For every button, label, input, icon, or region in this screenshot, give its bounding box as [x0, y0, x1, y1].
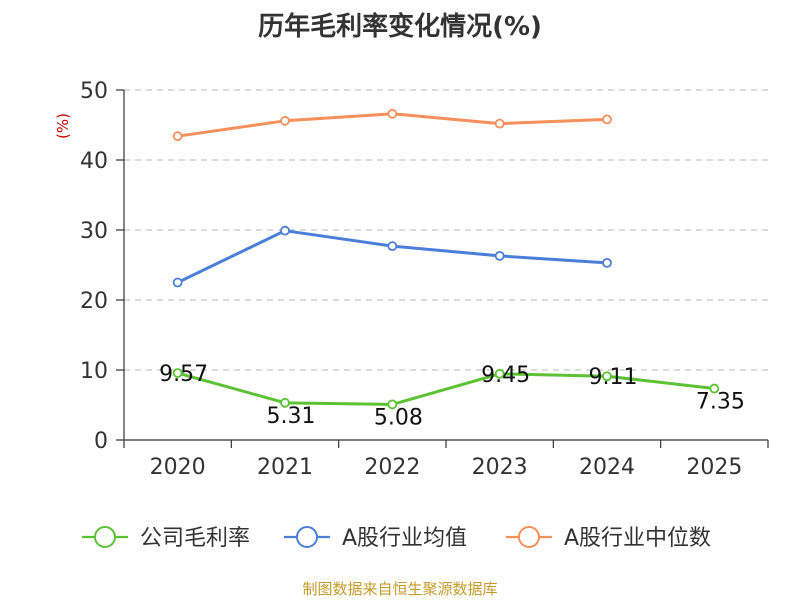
- data-point: [387, 108, 398, 119]
- data-label: 7.35: [696, 390, 745, 415]
- series-line: [177, 229, 608, 284]
- data-label: 5.08: [374, 405, 423, 430]
- data-point: [494, 250, 505, 261]
- grid-lines: [124, 89, 768, 371]
- y-tick-label: 30: [80, 219, 108, 244]
- y-axis-label: (%): [54, 113, 72, 139]
- legend[interactable]: 公司毛利率 A股行业均值 A股行业中位数: [82, 526, 711, 551]
- legend-label: 公司毛利率: [140, 526, 250, 551]
- y-tick-label: 10: [80, 359, 108, 384]
- legend-item[interactable]: 公司毛利率: [82, 526, 250, 551]
- series-lines: [172, 108, 720, 410]
- x-tick-label: 2022: [364, 455, 420, 480]
- data-label: 9.57: [159, 362, 208, 387]
- y-tick-label: 40: [80, 149, 108, 174]
- data-source-note: 制图数据来自恒生聚源数据库: [302, 580, 498, 598]
- data-point: [494, 368, 505, 379]
- data-point: [602, 257, 612, 268]
- data-label: 9.11: [589, 365, 638, 390]
- data-point: [494, 118, 505, 129]
- data-point: [387, 241, 398, 252]
- y-tick-label: 50: [80, 79, 108, 104]
- legend-item[interactable]: A股行业中位数: [506, 526, 711, 551]
- legend-label: A股行业均值: [342, 526, 467, 551]
- x-tick-label: 2021: [257, 455, 313, 480]
- data-label: 5.31: [267, 404, 316, 429]
- x-tick-label: 2025: [686, 455, 742, 480]
- data-label: 9.45: [481, 363, 530, 388]
- y-tick-label: 0: [94, 429, 108, 454]
- x-tick-label: 2020: [150, 455, 206, 480]
- data-point: [280, 115, 290, 126]
- data-labels: 9.57 5.31 5.08 9.45 9.11 7.35: [159, 362, 745, 430]
- chart-title: 历年毛利率变化情况(%): [258, 12, 542, 42]
- legend-item[interactable]: A股行业均值: [284, 526, 467, 551]
- data-point: [172, 131, 183, 142]
- series-line: [177, 371, 715, 406]
- legend-label: A股行业中位数: [564, 526, 711, 551]
- data-point: [602, 371, 612, 382]
- axes: 0 10 20 30 40 50 2020 2021 2022 2023 2024 2025: [80, 79, 769, 480]
- data-point: [387, 399, 398, 410]
- x-tick-label: 2024: [579, 455, 635, 480]
- x-tick-label: 2023: [472, 455, 528, 480]
- legend-marker-icon: [518, 526, 540, 548]
- data-point: [280, 225, 290, 236]
- data-point: [172, 277, 183, 288]
- legend-marker-icon: [94, 526, 116, 548]
- data-point: [709, 383, 720, 394]
- y-tick-label: 20: [80, 289, 108, 314]
- data-point: [280, 397, 290, 408]
- data-point: [602, 114, 612, 125]
- data-point: [172, 368, 183, 378]
- legend-marker-icon: [296, 526, 318, 548]
